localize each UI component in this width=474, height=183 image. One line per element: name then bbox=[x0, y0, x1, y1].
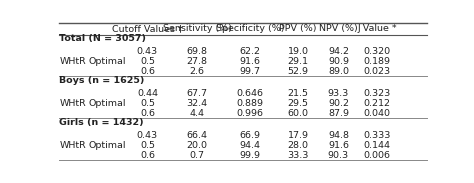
Text: 0.320: 0.320 bbox=[364, 47, 391, 56]
Text: 32.4: 32.4 bbox=[186, 99, 208, 108]
Text: J Value *: J Value * bbox=[357, 25, 397, 33]
Text: 0.43: 0.43 bbox=[137, 47, 158, 56]
Text: 21.5: 21.5 bbox=[288, 89, 309, 98]
Text: 19.0: 19.0 bbox=[288, 47, 309, 56]
Text: 28.0: 28.0 bbox=[288, 141, 309, 150]
Text: 89.0: 89.0 bbox=[328, 67, 349, 76]
Text: 0.43: 0.43 bbox=[137, 131, 158, 140]
Text: 0.6: 0.6 bbox=[140, 151, 155, 160]
Text: 0.023: 0.023 bbox=[364, 67, 391, 76]
Text: Cutoff Values †: Cutoff Values † bbox=[112, 25, 183, 33]
Text: 94.2: 94.2 bbox=[328, 47, 349, 56]
Text: 27.8: 27.8 bbox=[186, 57, 208, 66]
Text: 0.6: 0.6 bbox=[140, 109, 155, 118]
Text: 0.996: 0.996 bbox=[237, 109, 264, 118]
Text: 0.212: 0.212 bbox=[364, 99, 391, 108]
Text: 99.7: 99.7 bbox=[240, 67, 261, 76]
Text: 0.5: 0.5 bbox=[140, 57, 155, 66]
Text: Optimal: Optimal bbox=[88, 99, 126, 108]
Text: 91.6: 91.6 bbox=[240, 57, 261, 66]
Text: 2.6: 2.6 bbox=[190, 67, 204, 76]
Text: 0.323: 0.323 bbox=[364, 89, 391, 98]
Text: 62.2: 62.2 bbox=[240, 47, 261, 56]
Text: 90.3: 90.3 bbox=[328, 151, 349, 160]
Text: 66.4: 66.4 bbox=[186, 131, 208, 140]
Text: Sensitivity (%): Sensitivity (%) bbox=[163, 25, 231, 33]
Text: 0.006: 0.006 bbox=[364, 151, 391, 160]
Text: Total (N = 3057): Total (N = 3057) bbox=[59, 34, 146, 43]
Text: 0.6: 0.6 bbox=[140, 67, 155, 76]
Text: Optimal: Optimal bbox=[88, 141, 126, 150]
Text: 4.4: 4.4 bbox=[190, 109, 204, 118]
Text: 0.189: 0.189 bbox=[364, 57, 391, 66]
Text: 33.3: 33.3 bbox=[287, 151, 309, 160]
Text: 69.8: 69.8 bbox=[186, 47, 208, 56]
Text: Boys (n = 1625): Boys (n = 1625) bbox=[59, 76, 145, 85]
Text: WHtR: WHtR bbox=[60, 57, 87, 66]
Text: 60.0: 60.0 bbox=[288, 109, 309, 118]
Text: 93.3: 93.3 bbox=[328, 89, 349, 98]
Text: 0.889: 0.889 bbox=[237, 99, 264, 108]
Text: 67.7: 67.7 bbox=[186, 89, 208, 98]
Text: Specificity (%): Specificity (%) bbox=[216, 25, 284, 33]
Text: 0.44: 0.44 bbox=[137, 89, 158, 98]
Text: 52.9: 52.9 bbox=[288, 67, 309, 76]
Text: NPV (%): NPV (%) bbox=[319, 25, 358, 33]
Text: 0.333: 0.333 bbox=[363, 131, 391, 140]
Text: 66.9: 66.9 bbox=[240, 131, 261, 140]
Text: 0.5: 0.5 bbox=[140, 141, 155, 150]
Text: 91.6: 91.6 bbox=[328, 141, 349, 150]
Text: Girls (n = 1432): Girls (n = 1432) bbox=[59, 118, 144, 127]
Text: PPV (%): PPV (%) bbox=[279, 25, 317, 33]
Text: 0.5: 0.5 bbox=[140, 99, 155, 108]
Text: 87.9: 87.9 bbox=[328, 109, 349, 118]
Text: Optimal: Optimal bbox=[88, 57, 126, 66]
Text: 17.9: 17.9 bbox=[288, 131, 309, 140]
Text: 29.5: 29.5 bbox=[288, 99, 309, 108]
Text: 20.0: 20.0 bbox=[186, 141, 208, 150]
Text: 0.7: 0.7 bbox=[190, 151, 204, 160]
Text: WHtR: WHtR bbox=[60, 99, 87, 108]
Text: WHtR: WHtR bbox=[60, 141, 87, 150]
Text: 90.9: 90.9 bbox=[328, 57, 349, 66]
Text: 90.2: 90.2 bbox=[328, 99, 349, 108]
Text: 94.8: 94.8 bbox=[328, 131, 349, 140]
Text: 99.9: 99.9 bbox=[240, 151, 261, 160]
Text: 0.646: 0.646 bbox=[237, 89, 264, 98]
Text: 94.4: 94.4 bbox=[240, 141, 261, 150]
Text: 29.1: 29.1 bbox=[288, 57, 309, 66]
Text: 0.040: 0.040 bbox=[364, 109, 391, 118]
Text: 0.144: 0.144 bbox=[364, 141, 391, 150]
